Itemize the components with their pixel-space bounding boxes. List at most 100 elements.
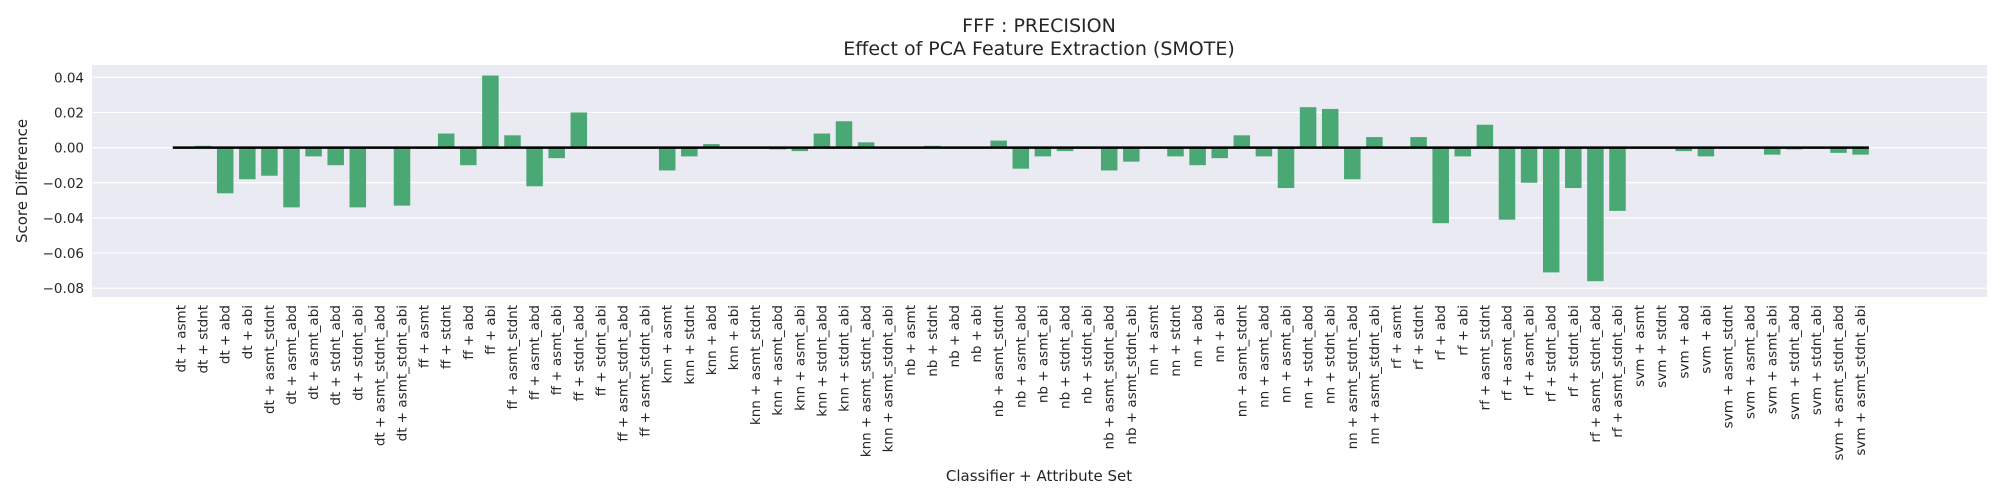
bar <box>1698 148 1715 157</box>
x-tick-label: nn + abd <box>1190 305 1206 367</box>
x-tick-label: svm + asmt_abi <box>1765 305 1781 414</box>
bar <box>526 148 543 187</box>
x-tick-label: ff + asmt_abi <box>549 305 565 395</box>
bar <box>1123 148 1140 162</box>
bar <box>350 148 367 208</box>
x-tick-label: ff + asmt <box>417 305 433 368</box>
x-tick-label: nn + stdnt_abd <box>1301 305 1317 409</box>
bar <box>1410 137 1427 148</box>
x-tick-label: knn + asmt_abi <box>792 305 808 411</box>
x-tick-label: ff + asmt_stdnt_abi <box>638 305 654 437</box>
x-tick-label: nn + asmt_abi <box>1279 305 1295 403</box>
x-tick-label: dt + abd <box>218 305 234 364</box>
bar <box>1587 148 1604 282</box>
bar <box>1432 148 1449 224</box>
bar <box>1167 148 1184 157</box>
x-tick-label: dt + asmt_stdnt_abd <box>372 305 388 446</box>
x-axis-label: Classifier + Attribute Set <box>946 467 1132 485</box>
x-tick-label: dt + asmt_abi <box>306 305 322 400</box>
bar <box>1278 148 1295 188</box>
x-tick-label: dt + stdnt_abd <box>328 305 344 406</box>
x-tick-label: knn + stdnt <box>682 305 698 385</box>
x-tick-label: nn + asmt_stdnt <box>1234 305 1250 417</box>
bar <box>460 148 477 166</box>
y-axis: 0.040.020.00−0.02−0.04−0.06−0.08 <box>43 70 84 297</box>
x-tick-label: ff + stdnt <box>439 305 455 369</box>
x-tick-label: ff + asmt_abd <box>527 305 543 400</box>
bar <box>1189 148 1206 166</box>
x-tick-label: svm + abi <box>1698 305 1714 374</box>
x-tick-label: nb + asmt_stdnt <box>991 305 1007 417</box>
x-tick-label: svm + stdnt_abd <box>1787 305 1803 420</box>
x-tick-label: knn + abd <box>704 305 720 375</box>
x-tick-label: nn + stdnt <box>1168 305 1184 377</box>
x-tick-label: rf + stdnt_abi <box>1566 305 1582 397</box>
bar <box>814 134 831 148</box>
x-tick-label: svm + asmt_stdnt <box>1721 305 1737 428</box>
x-tick-label: nb + stdnt_abi <box>1080 305 1096 404</box>
bar <box>659 148 676 171</box>
x-tick-label: dt + stdnt_abi <box>350 305 366 401</box>
y-tick-label: −0.06 <box>43 246 84 262</box>
x-tick-label: nb + asmt_abi <box>1035 305 1051 403</box>
x-tick-label: knn + asmt <box>660 305 676 384</box>
x-tick-label: dt + asmt_stdnt <box>262 305 278 414</box>
y-tick-label: 0.02 <box>54 105 84 121</box>
x-tick-label: knn + asmt_stdnt_abi <box>881 305 897 452</box>
y-tick-label: 0.00 <box>54 141 84 157</box>
x-tick-label: nn + abi <box>1212 305 1228 363</box>
x-tick-label: nb + abi <box>969 305 985 363</box>
bar <box>239 148 256 180</box>
x-tick-label: svm + asmt <box>1632 305 1648 387</box>
x-tick-label: dt + asmt_stdnt_abi <box>395 305 411 441</box>
bar <box>1344 148 1361 180</box>
bar <box>571 112 588 147</box>
chart-subtitle: Effect of PCA Feature Extraction (SMOTE) <box>843 38 1235 60</box>
y-tick-label: −0.08 <box>43 281 84 297</box>
x-tick-label: rf + asmt_stdnt <box>1477 305 1493 410</box>
x-tick-label: nb + stdnt <box>925 305 941 377</box>
bar <box>1234 135 1251 147</box>
x-tick-label: nb + stdnt_abd <box>1058 305 1074 409</box>
x-tick-label: knn + abi <box>726 305 742 370</box>
x-tick-label: nn + asmt_stdnt_abi <box>1367 305 1383 445</box>
x-tick-label: nn + asmt_abd <box>1256 305 1272 408</box>
x-tick-label: rf + stdnt_abd <box>1544 305 1560 402</box>
x-tick-label: dt + stdnt <box>196 305 212 374</box>
x-tick-label: ff + abd <box>461 305 477 360</box>
y-tick-label: 0.04 <box>54 70 84 86</box>
bar <box>681 148 698 157</box>
bar <box>1256 148 1273 157</box>
x-tick-label: nb + asmt <box>903 305 919 376</box>
y-tick-label: −0.04 <box>43 211 84 227</box>
bar <box>836 121 853 147</box>
x-tick-label: ff + asmt_stdnt <box>505 305 521 409</box>
x-tick-label: svm + stdnt <box>1654 305 1670 388</box>
bar <box>1543 148 1560 273</box>
x-tick-label: knn + asmt_stdnt_abd <box>859 305 875 457</box>
x-tick-label: nn + asmt <box>1146 305 1162 376</box>
bar <box>1521 148 1538 183</box>
x-tick-label: rf + asmt_abd <box>1500 305 1516 401</box>
bar <box>305 148 322 157</box>
x-tick-label: rf + asmt <box>1389 305 1405 369</box>
bar <box>1609 148 1626 211</box>
y-axis-label: Score Difference <box>13 119 31 243</box>
x-tick-label: knn + stdnt_abd <box>814 305 830 417</box>
x-tick-label: nb + asmt_abd <box>1013 305 1029 408</box>
x-tick-label: nb + abd <box>947 305 963 367</box>
x-tick-label: rf + abd <box>1433 305 1449 361</box>
bar <box>1565 148 1582 188</box>
bar <box>261 148 278 176</box>
x-tick-label: rf + abi <box>1455 305 1471 356</box>
bar <box>327 148 344 166</box>
bar <box>1322 109 1339 148</box>
x-tick-label: ff + stdnt_abi <box>593 305 609 396</box>
x-tick-label: nn + stdnt_abi <box>1323 305 1339 404</box>
x-tick-label: svm + abd <box>1676 305 1692 378</box>
bar <box>1101 148 1118 171</box>
x-tick-label: svm + asmt_stdnt_abi <box>1853 305 1869 456</box>
